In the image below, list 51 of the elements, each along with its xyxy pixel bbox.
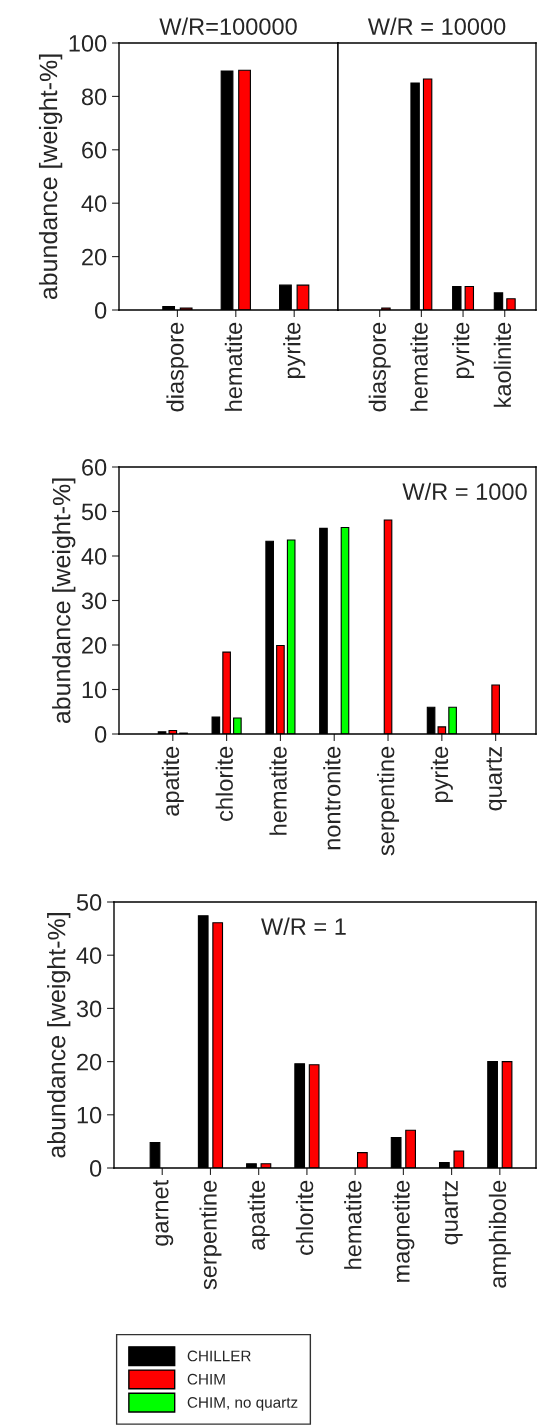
x-tick-label: hematite: [224, 322, 243, 411]
x-tick-label: quartz: [486, 746, 507, 811]
x-tick-label: quartz: [442, 1180, 463, 1245]
x-tick-label: amphibole: [488, 1180, 511, 1288]
x-tick-label: hematite: [269, 746, 287, 835]
x-tick-label: diaspore: [368, 322, 391, 412]
annotation: W/R = 1000: [402, 482, 527, 501]
y-tick-label: 40: [81, 195, 107, 212]
y-tick-label: 100: [69, 35, 107, 52]
x-tick-label: pyrite: [283, 322, 306, 379]
y-tick-label: 0: [94, 726, 107, 743]
y-tick-label: 50: [76, 894, 102, 911]
chart-title: W/R = 10000: [367, 17, 506, 35]
x-tick-label: apatite: [247, 1180, 270, 1250]
y-axis-title: abundance [weight-%]: [52, 478, 76, 724]
legend-label: CHIM, no quartz: [187, 1397, 298, 1411]
y-tick-label: 10: [82, 681, 107, 699]
x-tick-label: diaspore: [166, 322, 189, 412]
x-tick-label: nontronite: [323, 746, 341, 850]
y-tick-label: 60: [82, 459, 107, 476]
legend-label: CHILLER: [187, 1350, 251, 1362]
x-tick-label: magnetite: [392, 1180, 415, 1282]
chart-title: W/R=100000: [159, 17, 297, 35]
y-tick-label: 60: [82, 141, 107, 159]
x-tick-label: serpentine: [199, 1180, 222, 1290]
y-tick-label: 40: [76, 947, 102, 964]
x-tick-label: hematite: [410, 322, 428, 411]
y-tick-label: 0: [94, 302, 107, 319]
y-tick-label: 20: [82, 248, 107, 266]
y-tick-label: 40: [81, 548, 107, 565]
x-tick-label: pyrite: [430, 746, 453, 803]
x-tick-label: garnet: [153, 1179, 174, 1246]
x-tick-label: hematite: [344, 1180, 362, 1269]
x-tick-label: chlorite: [295, 1180, 314, 1255]
x-tick-label: pyrite: [452, 322, 475, 379]
y-tick-label: 0: [89, 1160, 102, 1177]
y-tick-label: 20: [82, 637, 107, 654]
y-axis-title: abundance [weight-%]: [47, 913, 71, 1158]
y-tick-label: 30: [76, 1000, 102, 1018]
y-tick-label: 10: [77, 1106, 102, 1124]
legend-label: CHIM: [187, 1373, 225, 1385]
x-tick-label: apatite: [161, 746, 184, 816]
annotation: W/R = 1: [261, 917, 346, 935]
y-tick-label: 80: [81, 88, 107, 106]
y-tick-label: 50: [81, 503, 107, 521]
y-axis-title: abundance [weight-%]: [38, 54, 63, 300]
x-tick-label: kaolinite: [493, 322, 512, 407]
x-tick-label: chlorite: [215, 746, 233, 821]
y-tick-label: 30: [81, 592, 107, 610]
y-tick-label: 20: [77, 1053, 102, 1071]
x-tick-label: serpentine: [377, 746, 400, 856]
